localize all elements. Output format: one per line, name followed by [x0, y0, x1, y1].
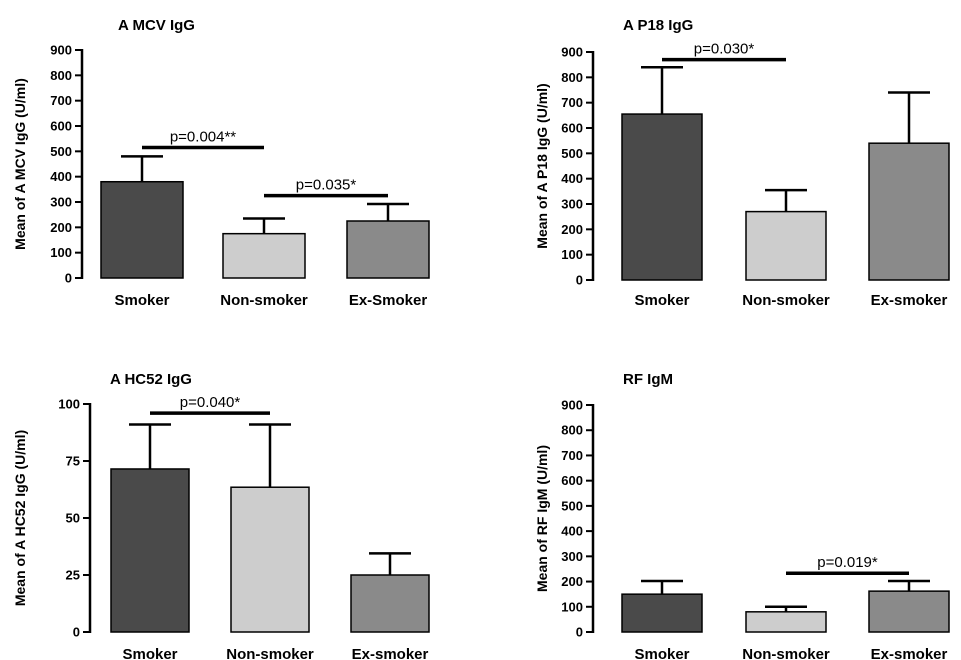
chart1-bar-3 [346, 220, 430, 279]
chart3-y-tick-label: 75 [66, 454, 80, 469]
chart1-y-axis-label: Mean of A MCV IgG (U/ml) [12, 78, 28, 250]
chart4-title: RF IgM [623, 371, 673, 388]
chart4-y-tick-label: 800 [561, 423, 583, 438]
chart4-y-tick-label: 200 [561, 574, 583, 589]
chart4-y-tick-label: 100 [561, 599, 583, 614]
chart1-y-tick-label: 500 [50, 144, 72, 159]
chart2-y-tick-label: 0 [576, 273, 583, 288]
chart4-bar-1 [621, 593, 703, 633]
chart2-y-tick-label: 800 [561, 70, 583, 85]
chart2-p-value-label-1: p=0.030* [694, 41, 755, 58]
chart1-category-label-2: Non-smoker [220, 292, 308, 309]
chart4-y-tick-label: 900 [561, 398, 583, 413]
chart2-bar-3 [868, 142, 950, 281]
chart2-y-tick-label: 700 [561, 95, 583, 110]
chart3-y-tick-label: 0 [73, 625, 80, 640]
chart1-y-tick-label: 900 [50, 43, 72, 58]
chart2-bar-1 [621, 113, 703, 281]
chart4-y-tick-label: 0 [576, 625, 583, 640]
chart2-y-tick-label: 500 [561, 146, 583, 161]
chart2-category-label-1: Smoker [634, 292, 689, 309]
chart4-y-tick-label: 600 [561, 473, 583, 488]
chart4-bar-3 [868, 590, 950, 633]
chart1-y-tick-label: 100 [50, 245, 72, 260]
chart3-y-tick-label: 50 [66, 511, 80, 526]
chart4-category-label-2: Non-smoker [742, 646, 830, 660]
chart1-y-tick-label: 700 [50, 93, 72, 108]
chart4-y-tick-label: 500 [561, 498, 583, 513]
chart4-y-axis-label: Mean of RF IgM (U/ml) [534, 445, 550, 592]
chart1-y-tick-label: 400 [50, 169, 72, 184]
chart3-title: A HC52 IgG [110, 371, 192, 388]
chart1-title: A MCV IgG [118, 17, 195, 34]
chart1-p-value-label-2: p=0.035* [296, 177, 357, 194]
chart3-p-value-label-1: p=0.040* [180, 394, 241, 411]
chart3-category-label-1: Smoker [122, 646, 177, 660]
chart1-y-tick-label: 0 [65, 271, 72, 286]
chart3-y-axis-label: Mean of A HC52 IgG (U/ml) [12, 430, 28, 606]
chart3-y-tick-label: 100 [58, 397, 80, 412]
chart1-bar-1 [100, 180, 184, 279]
chart4-category-label-1: Smoker [634, 646, 689, 660]
chart3-bar-1 [110, 468, 190, 633]
chart3-y-tick-label: 25 [66, 568, 80, 583]
chart2-y-tick-label: 100 [561, 247, 583, 262]
chart4-p-value-label-1: p=0.019* [817, 554, 878, 571]
chart3-bar-2 [230, 486, 310, 633]
chart2-category-label-2: Non-smoker [742, 292, 830, 309]
chart1-category-label-1: Smoker [114, 292, 169, 309]
chart1-category-label-3: Ex-Smoker [349, 292, 428, 309]
chart3-category-label-3: Ex-smoker [352, 646, 429, 660]
chart1-y-tick-label: 300 [50, 195, 72, 210]
chart1-y-tick-label: 600 [50, 119, 72, 134]
chart2-category-label-3: Ex-smoker [871, 292, 948, 309]
chart1-y-tick-label: 200 [50, 220, 72, 235]
chart1-bar-2 [222, 232, 306, 279]
chart2-bar-2 [745, 210, 827, 281]
chart2-title: A P18 IgG [623, 17, 693, 34]
chart4-bar-2 [745, 611, 827, 633]
chart2-y-tick-label: 200 [561, 222, 583, 237]
chart4-y-tick-label: 400 [561, 524, 583, 539]
chart1-y-tick-label: 800 [50, 68, 72, 83]
chart2-y-tick-label: 900 [561, 45, 583, 60]
chart4-y-tick-label: 700 [561, 448, 583, 463]
chart3-bar-3 [350, 574, 430, 633]
chart2-y-tick-label: 600 [561, 121, 583, 136]
chart2-y-axis-label: Mean of A P18 IgG (U/ml) [534, 83, 550, 248]
chart3-category-label-2: Non-smoker [226, 646, 314, 660]
chart2-y-tick-label: 400 [561, 171, 583, 186]
chart1-p-value-label-1: p=0.004** [170, 129, 236, 146]
chart4-category-label-3: Ex-smoker [871, 646, 948, 660]
chart2-y-tick-label: 300 [561, 197, 583, 212]
chart4-y-tick-label: 300 [561, 549, 583, 564]
